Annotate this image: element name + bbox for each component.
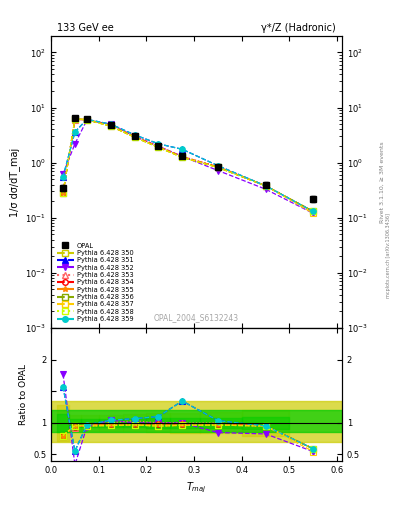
Text: OPAL_2004_S6132243: OPAL_2004_S6132243 [154,313,239,322]
Y-axis label: 1/σ dσ/dT_maj: 1/σ dσ/dT_maj [9,147,20,217]
Text: Rivet 3.1.10, ≥ 3M events: Rivet 3.1.10, ≥ 3M events [380,141,385,223]
Text: mcplots.cern.ch [arXiv:1306.3436]: mcplots.cern.ch [arXiv:1306.3436] [386,214,391,298]
Legend: OPAL, Pythia 6.428 350, Pythia 6.428 351, Pythia 6.428 352, Pythia 6.428 353, Py: OPAL, Pythia 6.428 350, Pythia 6.428 351… [54,240,136,325]
Y-axis label: Ratio to OPAL: Ratio to OPAL [18,364,28,425]
Bar [51,410,342,432]
Text: γ*/Z (Hadronic): γ*/Z (Hadronic) [261,23,336,33]
X-axis label: $T_{maj}$: $T_{maj}$ [186,480,207,495]
Text: 133 GeV ee: 133 GeV ee [57,23,114,33]
Bar [51,401,342,442]
